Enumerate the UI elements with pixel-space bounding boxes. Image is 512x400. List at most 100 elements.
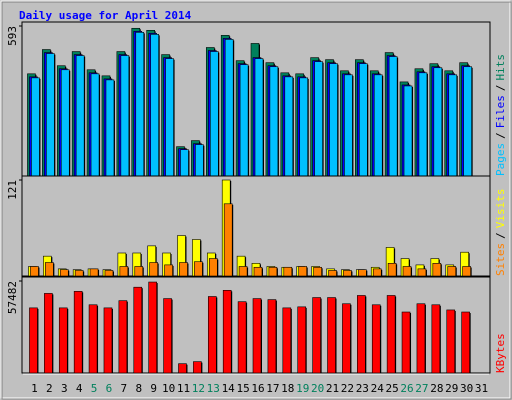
bar [74, 270, 84, 277]
legend-entry: Visits [494, 189, 507, 229]
bar [387, 263, 397, 277]
x-tick-label: 18 [281, 382, 294, 395]
bar [133, 286, 143, 374]
bar [193, 361, 202, 374]
bar [134, 266, 144, 277]
legend: Sites / Visits [494, 189, 507, 277]
bar [403, 85, 413, 177]
legend: KBytes [494, 333, 507, 373]
bar [433, 67, 443, 177]
x-tick-label: 12 [192, 382, 205, 395]
bar [314, 61, 323, 177]
x-tick-label: 4 [76, 382, 83, 395]
bar [30, 266, 39, 277]
bar [373, 74, 383, 177]
legend-separator: / [494, 85, 507, 92]
x-tick-label: 28 [430, 382, 443, 395]
x-tick-label: 26 [400, 382, 413, 395]
bar [448, 74, 458, 177]
bar [223, 203, 233, 277]
bar [269, 66, 279, 177]
x-tick-label: 24 [371, 382, 385, 395]
bar [46, 53, 55, 177]
bar [297, 306, 307, 374]
x-tick-label: 14 [222, 382, 236, 395]
bar [417, 268, 427, 277]
bar [60, 69, 70, 177]
x-tick-label: 27 [415, 382, 428, 395]
bar [237, 301, 247, 374]
x-tick-label: 15 [236, 382, 249, 395]
bar [135, 32, 145, 177]
bar [44, 293, 53, 374]
bar [372, 268, 382, 277]
bar [432, 263, 442, 277]
y-tick-label: 121 [6, 180, 19, 200]
x-tick-label: 30 [460, 382, 473, 395]
x-tick-label: 7 [121, 382, 128, 395]
bar [29, 307, 38, 374]
bar [357, 295, 366, 374]
bar [207, 296, 217, 374]
x-tick-label: 9 [150, 382, 157, 395]
bar [253, 266, 263, 277]
legend-entry: Pages [494, 143, 507, 176]
bar [222, 290, 232, 374]
bar [165, 58, 174, 177]
bar [59, 269, 69, 277]
bar [148, 281, 157, 374]
bar [342, 303, 351, 374]
bar [446, 309, 456, 374]
x-tick-label: 23 [356, 382, 369, 395]
bar [75, 55, 85, 177]
bar [105, 79, 115, 177]
bar [298, 266, 308, 277]
bar [194, 261, 203, 277]
bar [239, 64, 249, 177]
bar [179, 262, 188, 277]
x-tick-label: 16 [251, 382, 264, 395]
bar [371, 304, 381, 374]
legend-separator: / [494, 232, 507, 239]
bar [195, 144, 204, 177]
x-tick-label: 6 [106, 382, 113, 395]
bar [119, 266, 129, 277]
bar [73, 291, 83, 374]
bar [180, 149, 189, 177]
bar [418, 72, 428, 177]
bar [164, 264, 173, 277]
bar [343, 270, 352, 277]
bar [252, 298, 262, 374]
x-tick-label: 1 [31, 382, 38, 395]
panel [21, 175, 491, 277]
x-tick-label: 29 [445, 382, 458, 395]
bar [431, 304, 441, 374]
x-tick-label: 10 [162, 382, 175, 395]
bar [282, 307, 292, 374]
bar [103, 307, 113, 374]
y-tick-label: 57482 [6, 281, 19, 314]
bar [208, 258, 218, 277]
bar [359, 63, 368, 177]
bar [461, 311, 470, 374]
bar [45, 262, 54, 277]
bar [118, 300, 128, 374]
bar [299, 77, 309, 177]
bar [163, 298, 172, 374]
bar [178, 363, 187, 374]
x-tick-label: 11 [177, 382, 190, 395]
bar [462, 266, 471, 277]
bar [149, 262, 158, 277]
legend-separator: / [494, 132, 507, 139]
x-tick-label: 22 [341, 382, 354, 395]
legend-entry: Sites [494, 243, 507, 276]
bar [238, 266, 248, 277]
bar [90, 73, 100, 177]
x-tick-label: 25 [386, 382, 399, 395]
bar [463, 66, 472, 177]
x-tick-label: 8 [135, 382, 142, 395]
x-tick-label: 31 [475, 382, 488, 395]
bar [327, 297, 336, 374]
